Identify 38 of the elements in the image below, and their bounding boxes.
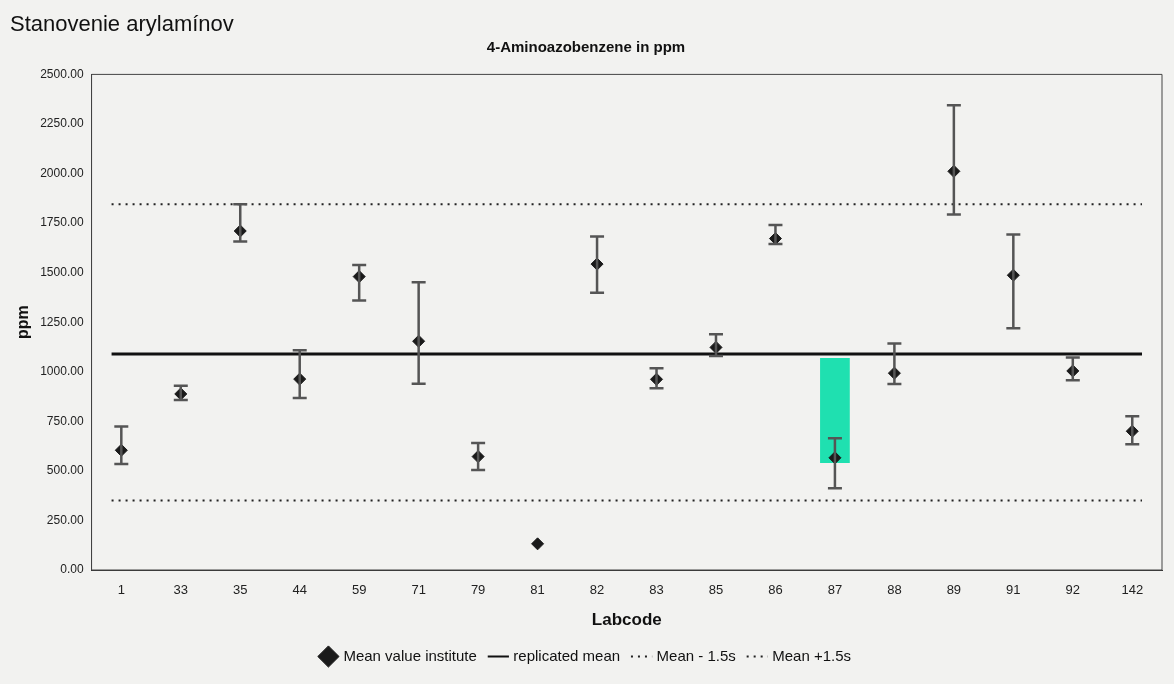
x-tick-label: 33 [173, 582, 189, 598]
x-tick-label: 81 [530, 582, 545, 598]
point [531, 537, 545, 551]
y-tick-label: 0.00 [60, 562, 84, 577]
x-tick-label: 86 [768, 582, 783, 598]
legend-label: Mean value institute [343, 646, 477, 664]
x-tick-label: 79 [470, 582, 486, 598]
x-tick-label: 142 [1121, 582, 1144, 598]
y-tick-label: 1250.00 [40, 314, 84, 329]
y-tick-label: 1000.00 [40, 364, 84, 379]
legend-label: Mean - 1.5s [656, 646, 736, 664]
x-tick-label: 44 [292, 582, 307, 598]
x-tick-label: 88 [887, 582, 902, 598]
y-tick-label: 500.00 [46, 463, 84, 478]
x-tick-label: 82 [589, 582, 605, 598]
x-tick-label: 85 [708, 582, 724, 598]
x-tick-label: 71 [411, 582, 426, 598]
x-tick-label: 92 [1065, 582, 1081, 598]
x-tick-label: 87 [827, 582, 843, 598]
chart-title: Stanovenie arylamínov [10, 11, 234, 37]
y-tick-label: 2500.00 [40, 66, 84, 81]
y-axis-title: ppm [14, 305, 32, 340]
y-tick-label: 2000.00 [40, 165, 84, 180]
legend-label: Mean +1.5s [772, 646, 852, 664]
y-tick-label: 1500.00 [40, 264, 84, 279]
y-tick-label: 250.00 [46, 512, 84, 527]
x-tick-label: 91 [1006, 582, 1021, 598]
chart-subtitle: 4-Aminoazobenzene in ppm [486, 37, 686, 55]
y-tick-label: 1750.00 [40, 215, 84, 230]
x-tick-label: 89 [946, 582, 962, 598]
x-tick-label: 59 [351, 582, 367, 598]
x-tick-label: 1 [117, 582, 125, 598]
legend-label: replicated mean [513, 646, 621, 664]
x-tick-label: 83 [649, 582, 664, 598]
y-tick-label: 2250.00 [40, 116, 84, 131]
x-axis-title: Labcode [591, 610, 662, 630]
x-tick-label: 35 [233, 582, 248, 598]
y-tick-label: 750.00 [46, 413, 84, 428]
